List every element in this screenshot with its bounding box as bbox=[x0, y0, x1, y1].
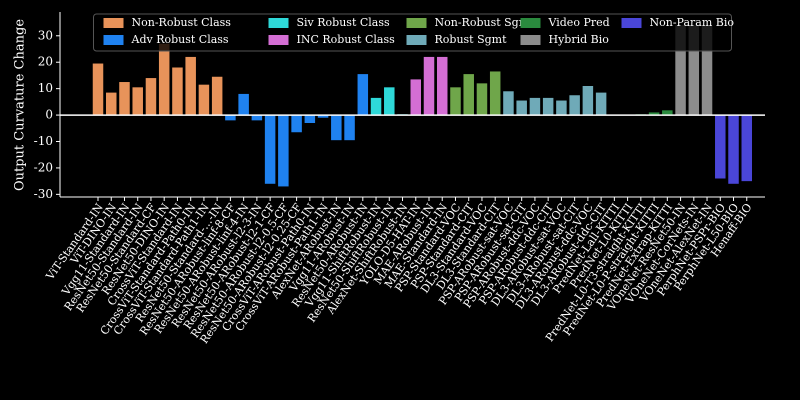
legend-swatch bbox=[103, 18, 124, 28]
y-tick-label: 0 bbox=[45, 108, 53, 122]
bar bbox=[317, 115, 329, 118]
bar bbox=[158, 43, 170, 116]
bar bbox=[344, 115, 355, 141]
bar bbox=[264, 115, 276, 184]
legend-label: Non-Robust Sgmt bbox=[435, 16, 535, 29]
legend-swatch bbox=[103, 35, 124, 45]
legend-label: Adv Robust Class bbox=[131, 33, 229, 46]
legend-label: Robust Sgmt bbox=[435, 33, 508, 46]
bar bbox=[410, 79, 422, 116]
bar bbox=[211, 76, 223, 116]
bar bbox=[384, 87, 395, 116]
legend-label: INC Robust Class bbox=[297, 33, 396, 46]
bar bbox=[688, 25, 700, 116]
legend-swatch bbox=[268, 35, 289, 45]
bar bbox=[423, 56, 435, 116]
bar bbox=[701, 25, 713, 116]
y-tick-label: 20 bbox=[38, 55, 53, 69]
legend-swatch bbox=[406, 35, 427, 45]
bar bbox=[741, 115, 753, 182]
bar bbox=[516, 100, 527, 116]
bar bbox=[132, 87, 143, 116]
legend-label: Video Pred bbox=[548, 16, 610, 29]
bar bbox=[92, 63, 104, 116]
bar bbox=[648, 112, 660, 116]
legend-label: Non-Robust Class bbox=[132, 16, 232, 29]
legend-swatch bbox=[268, 18, 289, 28]
bar bbox=[463, 74, 474, 116]
legend-swatch bbox=[621, 18, 642, 28]
bar bbox=[542, 97, 554, 116]
legend-label: Non-Param Bio bbox=[650, 16, 735, 29]
bar bbox=[529, 97, 541, 116]
bar bbox=[662, 110, 673, 116]
bar bbox=[238, 93, 249, 116]
bar bbox=[278, 115, 289, 187]
bar bbox=[198, 84, 210, 116]
bar bbox=[119, 82, 130, 116]
y-tick-label: -10 bbox=[34, 134, 53, 148]
bar bbox=[225, 115, 236, 121]
legend-swatch bbox=[520, 18, 541, 28]
bar bbox=[304, 115, 316, 123]
legend-label: Hybrid Bio bbox=[549, 33, 610, 46]
bar bbox=[489, 71, 501, 116]
bar bbox=[582, 86, 594, 116]
bar bbox=[503, 91, 514, 116]
legend-swatch bbox=[406, 18, 427, 28]
bar bbox=[370, 97, 382, 116]
bar bbox=[331, 115, 342, 141]
bar bbox=[172, 67, 183, 116]
bar bbox=[728, 115, 739, 184]
y-tick-label: 10 bbox=[38, 81, 53, 95]
legend-swatch bbox=[520, 35, 541, 45]
bar bbox=[105, 92, 117, 116]
legend-label: Siv Robust Class bbox=[297, 16, 390, 29]
y-tick-label: -30 bbox=[34, 187, 53, 201]
y-tick-label: -20 bbox=[34, 160, 53, 174]
bar bbox=[450, 87, 461, 116]
bar bbox=[436, 56, 448, 116]
bar bbox=[556, 100, 567, 116]
bar bbox=[675, 25, 686, 116]
bar bbox=[291, 115, 302, 133]
bar bbox=[595, 92, 607, 116]
y-axis-label: Output Curvature Change bbox=[13, 19, 28, 191]
bar bbox=[569, 95, 580, 116]
y-tick-label: 30 bbox=[38, 28, 53, 42]
bar bbox=[476, 83, 488, 116]
bar bbox=[145, 78, 157, 116]
legend-box bbox=[93, 13, 732, 52]
legend: Non-Robust Class Adv Robust Class Siv Robu… bbox=[93, 13, 735, 52]
bar bbox=[185, 56, 196, 116]
bar bbox=[715, 115, 726, 179]
bar bbox=[251, 115, 263, 121]
bar bbox=[357, 74, 369, 116]
